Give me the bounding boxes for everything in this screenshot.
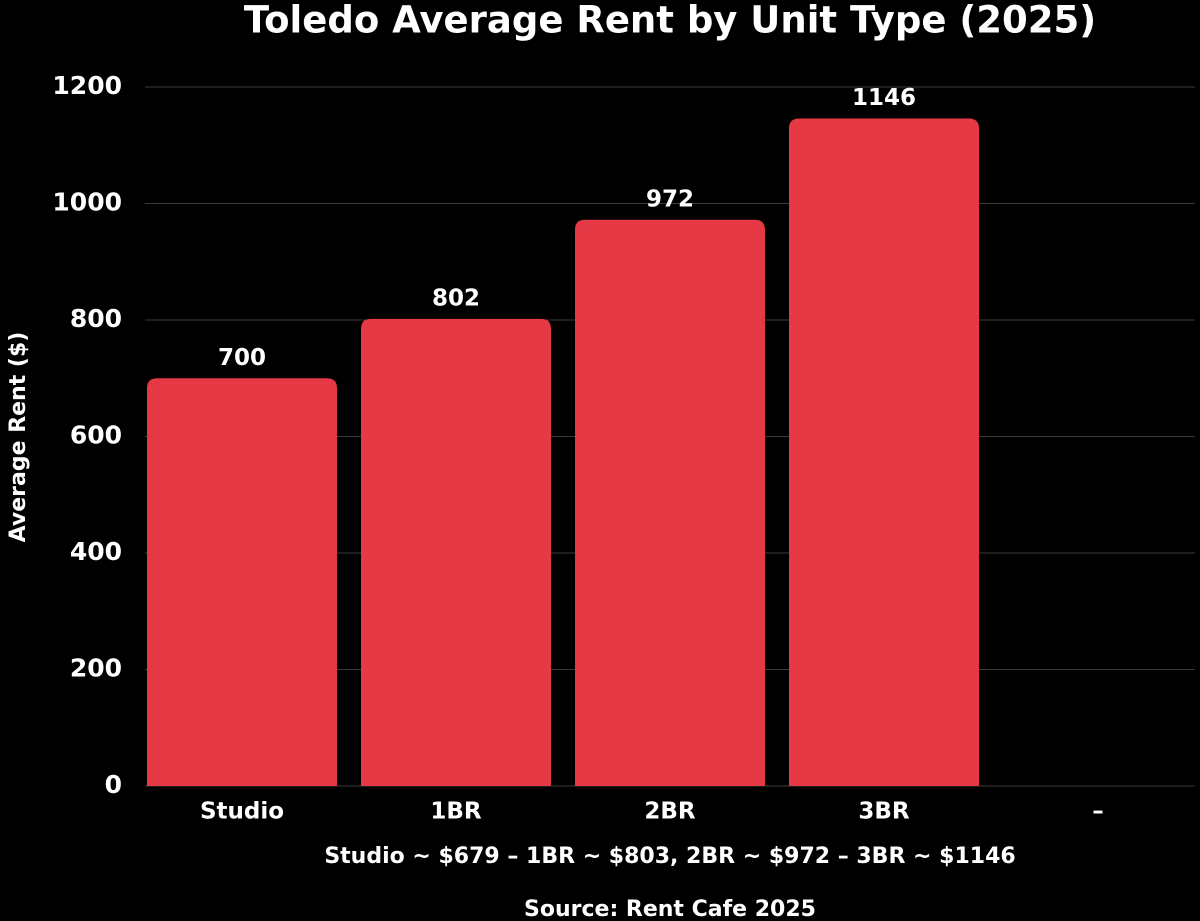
chart-title: Toledo Average Rent by Unit Type (2025) [244,0,1096,42]
y-axis-label: Average Rent ($) [6,332,31,543]
y-tick-label: 1200 [52,71,122,100]
x-tick-label: Studio [200,799,284,825]
value-label: 1146 [852,85,916,111]
y-tick-label: 400 [70,537,122,566]
y-tick-label: 200 [70,654,122,683]
x-tick-label: 2BR [644,799,696,825]
value-label: 700 [218,345,266,371]
x-axis-label: Studio ~ $679 – 1BR ~ $803, 2BR ~ $972 –… [324,844,1015,869]
x-tick-label: – [1092,799,1104,825]
bar [361,318,551,786]
x-tick-label: 3BR [858,799,910,825]
y-tick-label: 800 [70,304,122,333]
bar [575,219,765,786]
value-label: 972 [646,186,694,212]
y-tick-label: 1000 [52,188,122,217]
x-tick-label: 1BR [430,799,482,825]
source-note: Source: Rent Cafe 2025 [524,897,816,921]
y-tick-label: 0 [105,770,122,799]
y-tick-label: 600 [70,421,122,450]
bar [789,118,979,786]
value-label: 802 [432,285,480,311]
bar [147,378,337,786]
